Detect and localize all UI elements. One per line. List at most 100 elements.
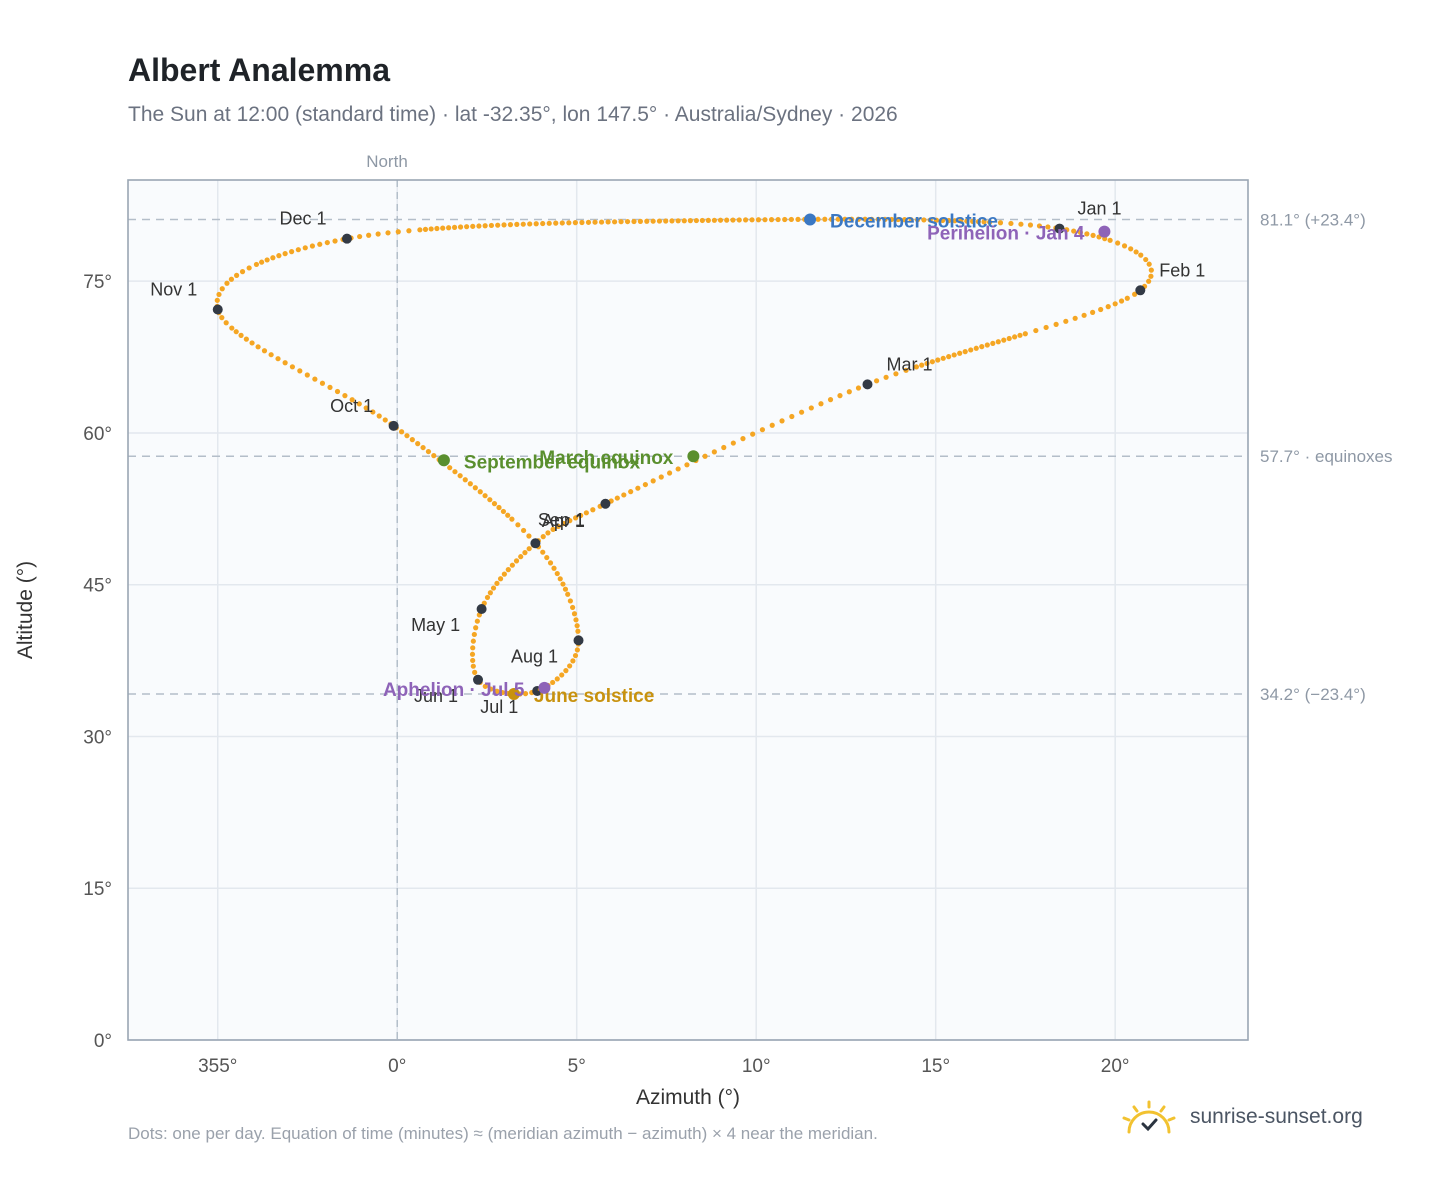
- day-dot: [775, 216, 781, 223]
- day-dot: [1143, 256, 1149, 263]
- reference-line-label: 81.1° (+23.4°): [1260, 210, 1366, 229]
- day-dot: [618, 219, 624, 225]
- y-tick-label: 0°: [94, 1031, 112, 1052]
- y-tick-label: 15°: [83, 879, 112, 900]
- day-dot: [500, 508, 507, 515]
- day-dot: [749, 217, 755, 223]
- day-dot: [924, 360, 930, 367]
- day-dot: [583, 510, 589, 516]
- day-dot: [317, 241, 323, 247]
- day-dot: [349, 397, 355, 403]
- day-dot: [431, 453, 437, 459]
- month-marker-dot: [862, 379, 873, 390]
- day-dot: [842, 216, 848, 222]
- day-dot: [554, 676, 560, 682]
- month-marker-label: Feb 1: [1159, 260, 1205, 280]
- month-marker-label: Jun 1: [414, 686, 458, 706]
- day-dot: [255, 344, 261, 350]
- day-dot: [312, 376, 318, 382]
- day-dot: [818, 401, 824, 407]
- month-marker-label: Oct 1: [330, 396, 373, 416]
- day-dot: [238, 332, 244, 338]
- day-dot: [822, 216, 828, 222]
- day-dot: [562, 586, 569, 592]
- y-axis-label: Altitude (°): [14, 561, 37, 659]
- y-axis-ticks: 0° 15° 30° 45° 60° 75°: [83, 272, 112, 1052]
- day-dot: [451, 224, 458, 230]
- day-dot: [658, 474, 664, 480]
- day-dot: [472, 485, 478, 491]
- day-dot: [224, 280, 230, 286]
- sun-logo-icon: [1122, 1100, 1176, 1134]
- day-dot: [395, 229, 401, 235]
- day-dot: [1115, 240, 1121, 246]
- x-tick-label: 20°: [1101, 1056, 1130, 1077]
- day-dot: [574, 647, 580, 653]
- day-dot: [614, 495, 620, 501]
- day-dot: [883, 374, 889, 380]
- day-dot: [1033, 327, 1039, 334]
- day-dot: [987, 219, 993, 225]
- day-dot: [488, 222, 495, 229]
- day-dot: [1138, 252, 1144, 258]
- day-dot: [469, 651, 476, 657]
- day-dot: [705, 217, 711, 223]
- day-dot: [546, 220, 552, 226]
- day-dot: [711, 449, 717, 455]
- day-dot: [243, 336, 249, 342]
- day-dot: [1128, 246, 1134, 252]
- day-dot: [908, 217, 914, 223]
- day-dot: [1133, 249, 1139, 255]
- day-dot: [875, 216, 881, 222]
- day-dot: [1105, 304, 1111, 310]
- day-dot: [1118, 298, 1125, 304]
- day-dot: [779, 418, 785, 424]
- day-dot: [575, 628, 581, 634]
- day-dot: [471, 631, 477, 638]
- day-dot: [1001, 337, 1007, 343]
- day-dot: [762, 217, 768, 223]
- day-dot: [788, 216, 794, 223]
- day-dot: [721, 444, 727, 451]
- day-dot: [477, 489, 483, 495]
- day-dot: [417, 227, 423, 233]
- day-dot: [428, 226, 434, 232]
- day-dot: [929, 359, 935, 365]
- x-axis-label: Azimuth (°): [636, 1086, 740, 1109]
- day-dot: [415, 441, 421, 447]
- day-dot: [1043, 324, 1049, 331]
- day-dot: [385, 230, 391, 236]
- day-dot: [743, 217, 749, 223]
- day-dot: [1027, 222, 1034, 228]
- day-dot: [1072, 315, 1078, 321]
- day-dot: [815, 216, 821, 222]
- day-dot: [730, 217, 736, 223]
- day-dot: [1008, 220, 1014, 227]
- brand[interactable]: sunrise-sunset.org: [1120, 1100, 1363, 1134]
- x-tick-label: 355°: [198, 1056, 237, 1077]
- day-dot: [261, 348, 268, 354]
- day-dot: [919, 362, 925, 368]
- day-dot: [592, 219, 598, 225]
- day-dot: [1081, 312, 1087, 318]
- day-dot: [366, 232, 372, 238]
- day-dot: [446, 225, 452, 231]
- day-dot: [798, 409, 805, 415]
- day-dot: [1036, 223, 1043, 229]
- day-dot: [551, 565, 557, 571]
- day-dot: [675, 218, 681, 224]
- day-dot: [656, 218, 663, 224]
- brand-name[interactable]: sunrise-sunset.org: [1190, 1105, 1363, 1128]
- day-dot: [270, 255, 276, 261]
- day-dot: [827, 397, 834, 403]
- day-dot: [585, 219, 592, 225]
- month-marker-label: Mar 1: [886, 354, 932, 374]
- day-dot: [302, 245, 308, 251]
- event-label: Aphelion · Jul 5: [383, 680, 525, 701]
- day-dot: [951, 352, 957, 358]
- day-dot: [1012, 334, 1018, 340]
- day-dot: [559, 672, 565, 678]
- day-dot: [846, 389, 852, 395]
- day-dot: [253, 261, 260, 268]
